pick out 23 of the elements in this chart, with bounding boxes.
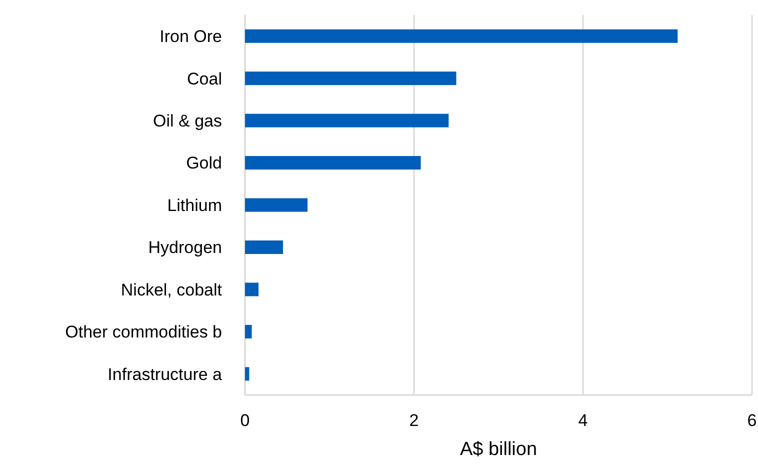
y-tick-label: Oil & gas [153,112,222,131]
bar [245,282,259,296]
bar [245,114,449,128]
y-tick-label: Infrastructure a [108,364,223,384]
bar [245,240,284,254]
y-tick-label: Coal [187,69,222,88]
y-tick-label: Other commodities b [65,322,222,342]
y-tick-label: Hydrogen [148,238,222,258]
bar [245,29,678,43]
bar [245,198,308,212]
x-tick-label: 0 [240,410,250,430]
x-tick-label: 6 [747,410,757,430]
bar [245,156,421,170]
x-axis-title: A$ billion [460,439,538,460]
y-tick-label: Gold [186,154,222,173]
bar [245,72,456,86]
y-tick-label: Nickel, cobalt [120,280,222,300]
x-tick-label: 4 [578,410,588,430]
x-tick-label: 2 [409,410,419,430]
bar [245,324,252,338]
y-tick-label: Iron Ore [160,27,222,46]
bar [245,367,250,381]
y-tick-label: Lithium [167,196,222,215]
